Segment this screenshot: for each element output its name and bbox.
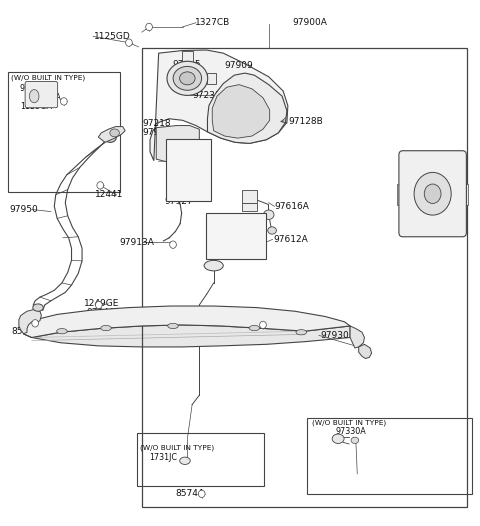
Bar <box>242 203 257 210</box>
Polygon shape <box>350 326 364 348</box>
Polygon shape <box>156 126 199 164</box>
Ellipse shape <box>249 326 260 331</box>
Text: 97900A: 97900A <box>293 18 327 27</box>
Ellipse shape <box>332 434 344 443</box>
Circle shape <box>97 181 104 189</box>
Ellipse shape <box>33 304 43 311</box>
Ellipse shape <box>351 437 359 443</box>
FancyBboxPatch shape <box>25 82 58 108</box>
Ellipse shape <box>264 210 274 219</box>
Text: (W/O BUILT IN TYPE): (W/O BUILT IN TYPE) <box>312 420 386 426</box>
Text: 85744: 85744 <box>175 489 204 498</box>
Bar <box>8 72 120 192</box>
Text: 91791A: 91791A <box>30 93 61 102</box>
Bar <box>142 48 468 507</box>
Circle shape <box>169 241 176 248</box>
Circle shape <box>32 320 38 327</box>
Circle shape <box>126 39 132 46</box>
Ellipse shape <box>167 62 208 95</box>
Text: 97909: 97909 <box>225 61 253 70</box>
Ellipse shape <box>414 173 451 215</box>
Text: 97612A: 97612A <box>274 235 308 244</box>
Polygon shape <box>359 345 372 359</box>
Text: 1125GD: 1125GD <box>94 32 131 41</box>
Ellipse shape <box>57 329 67 334</box>
Text: 97218: 97218 <box>142 119 170 128</box>
Text: 1249GE: 1249GE <box>263 321 299 330</box>
Text: 97913A: 97913A <box>120 238 154 247</box>
Polygon shape <box>98 127 125 143</box>
Text: 97616A: 97616A <box>275 202 309 211</box>
Text: 97927: 97927 <box>164 197 193 206</box>
Ellipse shape <box>29 89 39 103</box>
Text: 97231A: 97231A <box>192 90 227 99</box>
Bar <box>462 185 468 205</box>
Text: (W/O BUILT IN TYPE): (W/O BUILT IN TYPE) <box>11 75 85 81</box>
Circle shape <box>60 98 67 105</box>
Text: 1249GE: 1249GE <box>84 299 120 308</box>
Bar <box>206 213 266 259</box>
Ellipse shape <box>180 457 190 464</box>
Text: 97232A: 97232A <box>405 188 440 197</box>
Ellipse shape <box>104 133 116 143</box>
Text: 97401: 97401 <box>20 84 45 93</box>
Text: 97930: 97930 <box>321 331 349 340</box>
Ellipse shape <box>296 330 307 335</box>
Polygon shape <box>24 325 350 347</box>
Circle shape <box>96 301 102 309</box>
Polygon shape <box>150 50 288 161</box>
Circle shape <box>146 23 153 31</box>
Ellipse shape <box>101 326 111 331</box>
Bar <box>166 139 211 201</box>
Ellipse shape <box>204 260 223 271</box>
Text: 97950: 97950 <box>9 205 38 214</box>
FancyBboxPatch shape <box>399 151 467 237</box>
Circle shape <box>260 321 266 329</box>
Ellipse shape <box>268 227 276 234</box>
Ellipse shape <box>424 184 441 204</box>
Text: 97128B: 97128B <box>289 117 324 126</box>
Ellipse shape <box>180 72 195 85</box>
Circle shape <box>198 490 205 498</box>
Bar <box>242 189 257 203</box>
Text: 97218: 97218 <box>226 246 254 255</box>
Text: 97945: 97945 <box>172 60 201 69</box>
Polygon shape <box>207 73 287 144</box>
Text: 1731JC: 1731JC <box>149 452 177 462</box>
Text: (W/O BUILT IN TYPE): (W/O BUILT IN TYPE) <box>141 444 215 451</box>
Text: 85744: 85744 <box>11 327 40 336</box>
Text: 97940: 97940 <box>86 308 115 317</box>
Bar <box>397 185 404 205</box>
Polygon shape <box>212 85 270 138</box>
Ellipse shape <box>110 129 120 137</box>
Bar <box>207 73 216 84</box>
Text: 97907: 97907 <box>142 128 170 137</box>
Ellipse shape <box>168 323 178 329</box>
Text: 1327CB: 1327CB <box>194 18 230 27</box>
Bar <box>181 51 193 63</box>
Bar <box>307 418 472 494</box>
Polygon shape <box>19 309 41 334</box>
Text: 12441: 12441 <box>95 190 123 199</box>
Text: 1125GA: 1125GA <box>20 102 52 111</box>
Text: 97330A: 97330A <box>336 428 366 437</box>
Polygon shape <box>24 306 350 338</box>
Ellipse shape <box>173 66 202 90</box>
Bar <box>137 433 264 486</box>
